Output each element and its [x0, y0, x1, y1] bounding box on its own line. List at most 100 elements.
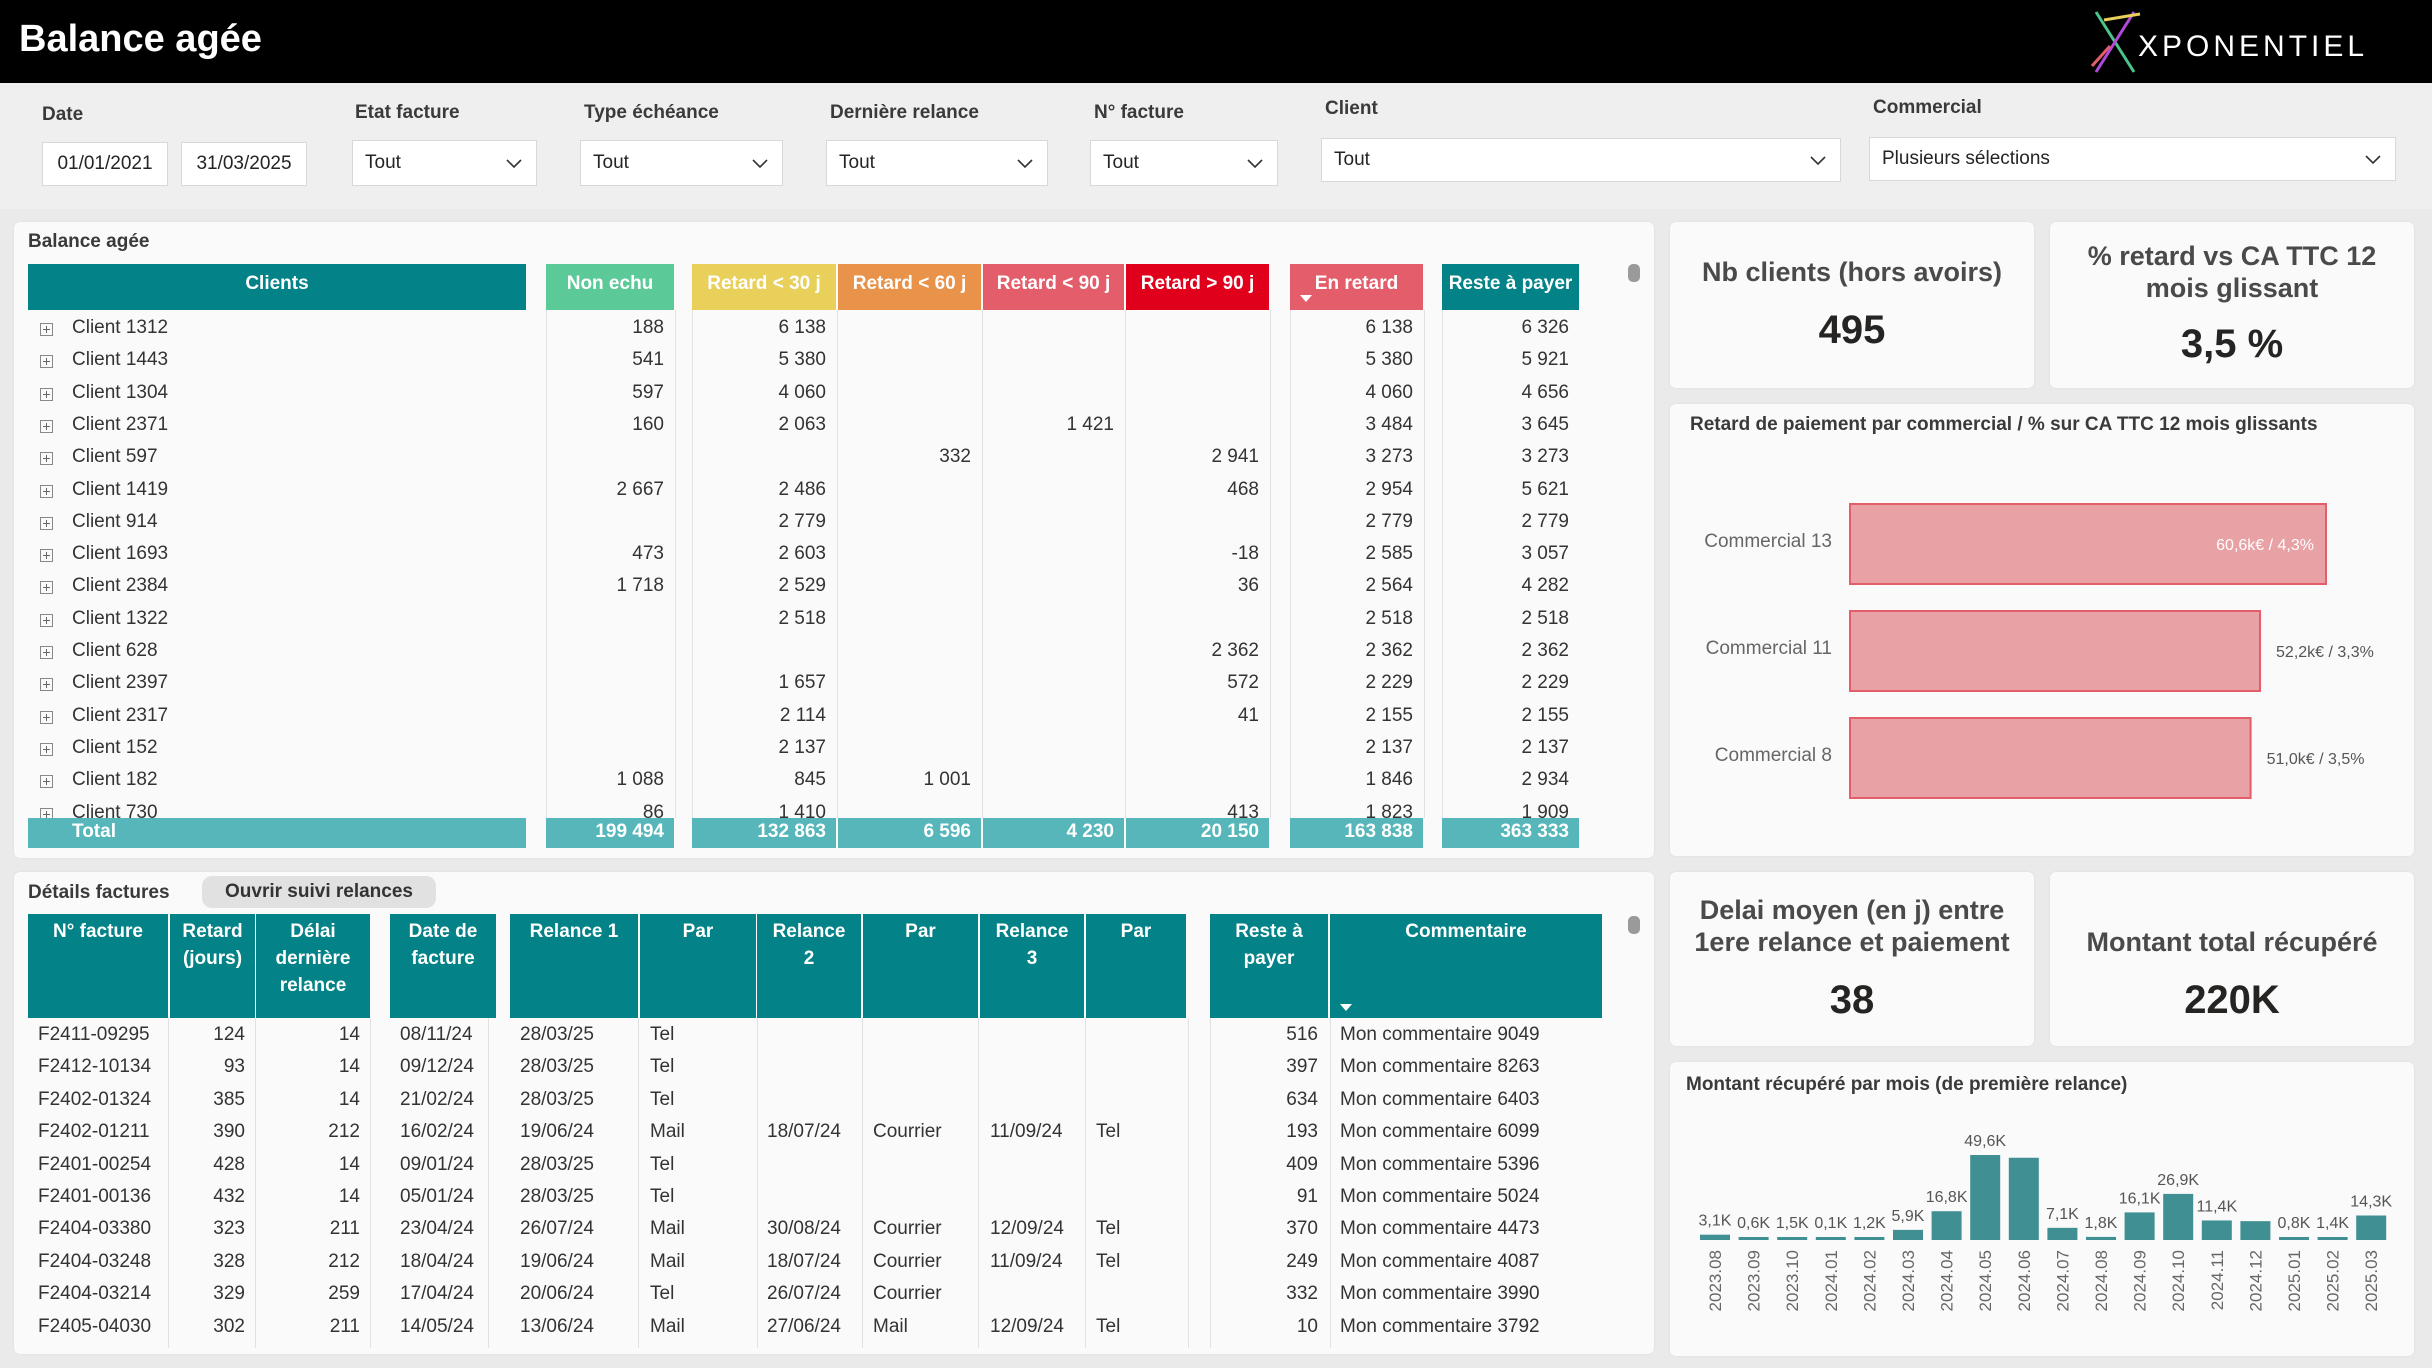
- details-header-2[interactable]: Délai dernière relance: [256, 914, 370, 1018]
- table-row[interactable]: Client 1322 2 518 2 518 2 518: [28, 604, 1588, 636]
- month-bar[interactable]: [1815, 1237, 1846, 1240]
- type-echeance-dropdown[interactable]: Tout: [580, 140, 783, 186]
- column-divider: [255, 1018, 256, 1348]
- facture-dropdown[interactable]: Tout: [1090, 140, 1278, 186]
- expand-icon[interactable]: [40, 646, 53, 659]
- details-header-1[interactable]: Retard (jours): [170, 914, 255, 1018]
- month-bar[interactable]: [2201, 1220, 2232, 1240]
- table-row[interactable]: F2402-01324 385 14 21/02/24 28/03/25 Tel 634 Mo…: [0, 1085, 1580, 1117]
- table-row[interactable]: Client 597 332 2 941 3 273 3 273: [28, 442, 1588, 474]
- details-header-7[interactable]: Par: [863, 914, 978, 1018]
- date-to-input[interactable]: 31/03/2025: [181, 142, 307, 186]
- table-row[interactable]: F2402-01211 390 212 16/02/24 19/06/24 Mail 18/…: [0, 1117, 1580, 1149]
- commercial-bar[interactable]: [1849, 717, 2252, 799]
- month-bar[interactable]: [2086, 1236, 2116, 1240]
- table-row[interactable]: Client 628 2 362 2 362 2 362: [28, 636, 1588, 668]
- month-bar[interactable]: [1777, 1237, 1808, 1240]
- table-row[interactable]: F2404-03214 329 259 17/04/24 20/06/24 Tel 26/0…: [0, 1279, 1580, 1311]
- table-row[interactable]: Client 1443 541 5 380 5 380 5 921: [28, 345, 1588, 377]
- balance-header-4[interactable]: Retard < 90 j: [983, 264, 1124, 310]
- expand-icon[interactable]: [40, 323, 53, 336]
- expand-icon[interactable]: [40, 742, 53, 756]
- details-header-4[interactable]: Relance 1: [510, 914, 638, 1018]
- table-row[interactable]: Client 2397 1 657 572 2 229 2 229: [28, 668, 1588, 700]
- table-row[interactable]: F2412-10134 93 14 09/12/24 28/03/25 Tel 397 Mon…: [0, 1052, 1580, 1084]
- month-bar[interactable]: [1854, 1237, 1885, 1240]
- table-row[interactable]: F2404-03380 323 211 23/04/24 26/07/24 Mail 30/…: [0, 1214, 1580, 1246]
- month-bar[interactable]: [2279, 1237, 2309, 1240]
- expand-icon[interactable]: [40, 484, 53, 498]
- table-row[interactable]: F2405-04030 302 211 14/05/24 13/06/24 Mail 27/…: [0, 1312, 1580, 1344]
- sort-desc-icon[interactable]: [1300, 295, 1312, 302]
- open-relances-button[interactable]: Ouvrir suivi relances: [202, 876, 436, 908]
- expand-icon[interactable]: [40, 678, 53, 692]
- table-row[interactable]: Client 914 2 779 2 779 2 779: [28, 507, 1588, 539]
- table-row[interactable]: Client 1693 473 2 603 -18 2 585 3 057: [28, 539, 1588, 571]
- balance-header-6[interactable]: En retard: [1290, 264, 1423, 310]
- table-row[interactable]: F2404-03248 328 212 18/04/24 19/06/24 Mail 18/…: [0, 1247, 1580, 1279]
- month-bar[interactable]: [2008, 1157, 2039, 1240]
- balance-header-1[interactable]: Non echu: [546, 264, 674, 310]
- commercial-bar[interactable]: [1849, 610, 2262, 692]
- expand-icon[interactable]: [40, 516, 53, 530]
- details-header-8[interactable]: Relance 3: [980, 914, 1084, 1018]
- expand-icon[interactable]: [40, 387, 53, 401]
- table-row[interactable]: F2401-00254 428 14 09/01/24 28/03/25 Tel 409 Mo…: [0, 1150, 1580, 1182]
- balance-header-5[interactable]: Retard > 90 j: [1126, 264, 1269, 310]
- table-row[interactable]: F2411-09295 124 14 08/11/24 28/03/25 Tel 516 Mo…: [0, 1020, 1580, 1052]
- cell-value: 3 645: [1521, 413, 1569, 435]
- balance-header-3[interactable]: Retard < 60 j: [838, 264, 981, 310]
- commercial-bar[interactable]: [1849, 503, 2327, 585]
- month-bar[interactable]: [1931, 1211, 1962, 1240]
- details-header-9[interactable]: Par: [1086, 914, 1186, 1018]
- month-bar[interactable]: [2240, 1221, 2271, 1240]
- client-dropdown[interactable]: Tout: [1321, 138, 1841, 182]
- month-bar[interactable]: [1970, 1155, 2001, 1240]
- cell-value: 18/07/24: [767, 1121, 841, 1143]
- details-header-5[interactable]: Par: [640, 914, 756, 1018]
- expand-icon[interactable]: [40, 581, 53, 595]
- derniere-relance-dropdown[interactable]: Tout: [826, 140, 1048, 186]
- table-row[interactable]: Client 1304 597 4 060 4 060 4 656: [28, 378, 1588, 410]
- details-header-6[interactable]: Relance 2: [757, 914, 861, 1018]
- sort-desc-icon[interactable]: [1340, 1004, 1352, 1011]
- expand-icon[interactable]: [40, 807, 53, 818]
- etat-facture-dropdown[interactable]: Tout: [352, 140, 537, 186]
- details-header-11[interactable]: Commentaire: [1330, 914, 1602, 1018]
- balance-header-0[interactable]: Clients: [28, 264, 526, 310]
- month-bar[interactable]: [2124, 1212, 2155, 1240]
- month-bar[interactable]: [2356, 1215, 2387, 1240]
- balance-header-2[interactable]: Retard < 30 j: [692, 264, 836, 310]
- table-row[interactable]: Client 152 2 137 2 137 2 137: [28, 733, 1588, 765]
- commercial-dropdown[interactable]: Plusieurs sélections: [1869, 137, 2396, 181]
- expand-icon[interactable]: [40, 452, 53, 466]
- date-from-input[interactable]: 01/01/2021: [42, 142, 168, 186]
- details-header-10[interactable]: Reste à payer: [1210, 914, 1328, 1018]
- month-bar[interactable]: [1738, 1237, 1769, 1240]
- table-row[interactable]: F2401-00136 432 14 05/01/24 28/03/25 Tel 91 Mon…: [0, 1182, 1580, 1214]
- table-row[interactable]: Client 1312 188 6 138 6 138 6 326: [28, 313, 1588, 345]
- expand-icon[interactable]: [40, 710, 53, 724]
- balance-scrollbar[interactable]: [1628, 264, 1640, 282]
- details-header-label: Date de facture: [408, 921, 478, 969]
- table-row[interactable]: Client 2317 2 114 41 2 155 2 155: [28, 701, 1588, 733]
- month-bar[interactable]: [2317, 1237, 2348, 1240]
- month-bar[interactable]: [1700, 1234, 1730, 1240]
- details-header-0[interactable]: N° facture: [28, 914, 168, 1018]
- expand-icon[interactable]: [40, 355, 53, 369]
- expand-icon[interactable]: [40, 775, 53, 789]
- month-bar[interactable]: [1893, 1229, 1923, 1240]
- table-row[interactable]: Client 2371 160 2 063 1 421 3 484 3 645: [28, 410, 1588, 442]
- table-row[interactable]: Client 730 86 1 410 413 1 823 1 909: [28, 798, 1588, 818]
- table-row[interactable]: Client 2384 1 718 2 529 36 2 564 4 282: [28, 571, 1588, 603]
- expand-icon[interactable]: [40, 419, 53, 433]
- balance-header-7[interactable]: Reste à payer: [1442, 264, 1579, 310]
- details-scrollbar[interactable]: [1628, 916, 1640, 934]
- table-row[interactable]: Client 1419 2 667 2 486 468 2 954 5 621: [28, 475, 1588, 507]
- expand-icon[interactable]: [40, 613, 53, 627]
- month-bar[interactable]: [2047, 1227, 2078, 1240]
- month-bar[interactable]: [2163, 1193, 2194, 1240]
- details-header-3[interactable]: Date de facture: [390, 914, 496, 1018]
- expand-icon[interactable]: [40, 549, 53, 563]
- table-row[interactable]: Client 182 1 088 845 1 001 1 846 2 934: [28, 765, 1588, 797]
